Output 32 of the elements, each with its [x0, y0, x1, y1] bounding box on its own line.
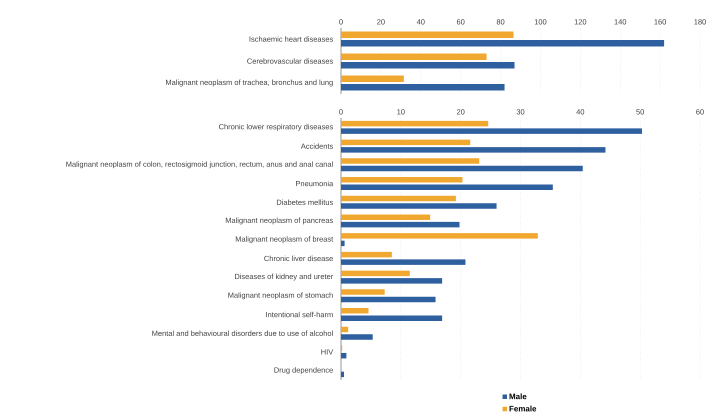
- bar: [341, 308, 369, 314]
- bar: [341, 278, 442, 284]
- bar: [341, 84, 505, 90]
- bar: [341, 40, 664, 46]
- bar: [341, 120, 488, 126]
- bar: [341, 214, 430, 220]
- bar: [341, 177, 462, 183]
- bar: [341, 233, 538, 239]
- bar: [341, 184, 553, 190]
- bar: [341, 252, 392, 258]
- bar: [341, 296, 436, 302]
- bar: [341, 352, 346, 358]
- bar: [341, 316, 442, 322]
- bar: [341, 62, 515, 68]
- bar: [341, 203, 497, 209]
- bar: [341, 128, 642, 134]
- bar: [341, 222, 460, 228]
- bar: [341, 140, 470, 146]
- bar: [341, 196, 456, 202]
- bar: [341, 76, 404, 82]
- bar: [341, 147, 606, 153]
- bar: [341, 334, 373, 340]
- bar: [341, 240, 345, 246]
- bar: [341, 289, 385, 295]
- bar: [341, 54, 487, 60]
- bar: [341, 166, 583, 172]
- bar: [341, 270, 410, 276]
- bar: [341, 259, 466, 265]
- bar: [341, 32, 514, 38]
- bar: [341, 326, 348, 332]
- bar: [341, 158, 480, 164]
- bar: [341, 372, 344, 378]
